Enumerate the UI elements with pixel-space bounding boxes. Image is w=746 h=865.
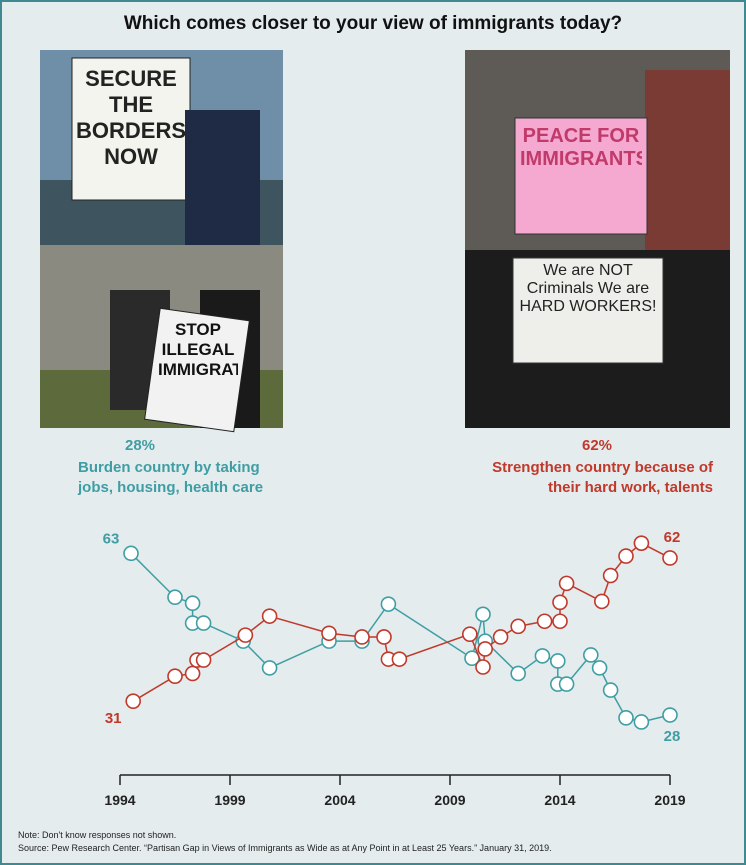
- marker: [321, 625, 337, 642]
- marker: [633, 535, 650, 551]
- end-label: 62: [664, 529, 681, 546]
- marker: [184, 665, 201, 682]
- marker: [492, 629, 509, 645]
- marker: [552, 594, 568, 611]
- marker: [582, 647, 599, 663]
- marker: [593, 593, 610, 610]
- marker: [662, 550, 678, 566]
- photo-left-top: SECURE THE BORDERS NOW: [40, 50, 283, 245]
- x-tick-label: 2014: [544, 792, 575, 808]
- marker: [618, 548, 634, 564]
- marker: [125, 693, 141, 709]
- marker: [261, 660, 278, 676]
- photo-left-bottom: STOP ILLEGAL IMMIGRATION: [40, 245, 283, 433]
- marker: [195, 652, 212, 668]
- photo-right-bottom: We are NOT Criminals We are HARD WORKERS…: [465, 250, 730, 428]
- x-tick-label: 2009: [434, 792, 465, 808]
- photo-sign: We are NOT Criminals We are HARD WORKERS…: [519, 262, 657, 315]
- marker: [534, 648, 551, 664]
- marker: [184, 595, 201, 612]
- marker: [633, 714, 650, 730]
- marker: [558, 676, 575, 692]
- marker: [549, 653, 566, 669]
- series-line: [130, 552, 671, 723]
- marker: [536, 613, 553, 630]
- marker: [477, 641, 494, 657]
- x-tick-label: 2004: [324, 792, 355, 808]
- share-label: 28%: [124, 437, 156, 454]
- marker: [380, 596, 397, 612]
- marker: [167, 668, 183, 685]
- chart-title: Which comes closer to your view of immig…: [124, 13, 622, 34]
- marker: [461, 626, 478, 642]
- marker: [618, 710, 634, 726]
- marker: [167, 589, 183, 606]
- end-label: 63: [103, 530, 120, 547]
- photo-right-top: PEACE FOR IMMIGRANTS: [465, 50, 730, 250]
- photo-sign: PEACE FOR IMMIGRANTS: [520, 125, 642, 170]
- marker: [261, 608, 278, 624]
- marker: [662, 707, 678, 723]
- marker: [354, 629, 370, 645]
- marker: [237, 627, 254, 643]
- marker: [475, 606, 491, 623]
- marker: [602, 682, 619, 698]
- x-tick-label: 1994: [104, 792, 135, 808]
- source: Source: Pew Research Center. “Partisan G…: [18, 843, 552, 853]
- x-tick-label: 2019: [654, 792, 685, 808]
- marker: [195, 615, 212, 631]
- legend-label: Strengthen country because of their hard…: [492, 459, 713, 496]
- marker: [558, 575, 575, 592]
- photo-sign: STOP ILLEGAL IMMIGRATION: [158, 320, 238, 379]
- photo-sign: SECURE THE BORDERS NOW: [76, 66, 186, 169]
- marker: [376, 629, 392, 645]
- share-label: 62%: [581, 437, 613, 454]
- marker: [391, 651, 408, 667]
- series-line: [132, 542, 671, 702]
- marker: [510, 618, 527, 635]
- marker: [552, 613, 568, 630]
- marker: [591, 660, 608, 676]
- marker: [602, 567, 619, 584]
- marker: [510, 665, 527, 682]
- marker: [123, 545, 139, 562]
- end-label: 31: [105, 710, 122, 727]
- marker: [475, 659, 491, 675]
- legend-label: Burden country by taking jobs, housing, …: [78, 459, 264, 496]
- x-tick-label: 1999: [214, 792, 245, 808]
- end-label: 28: [664, 728, 681, 745]
- note: Note: Don't know responses not shown.: [18, 830, 177, 840]
